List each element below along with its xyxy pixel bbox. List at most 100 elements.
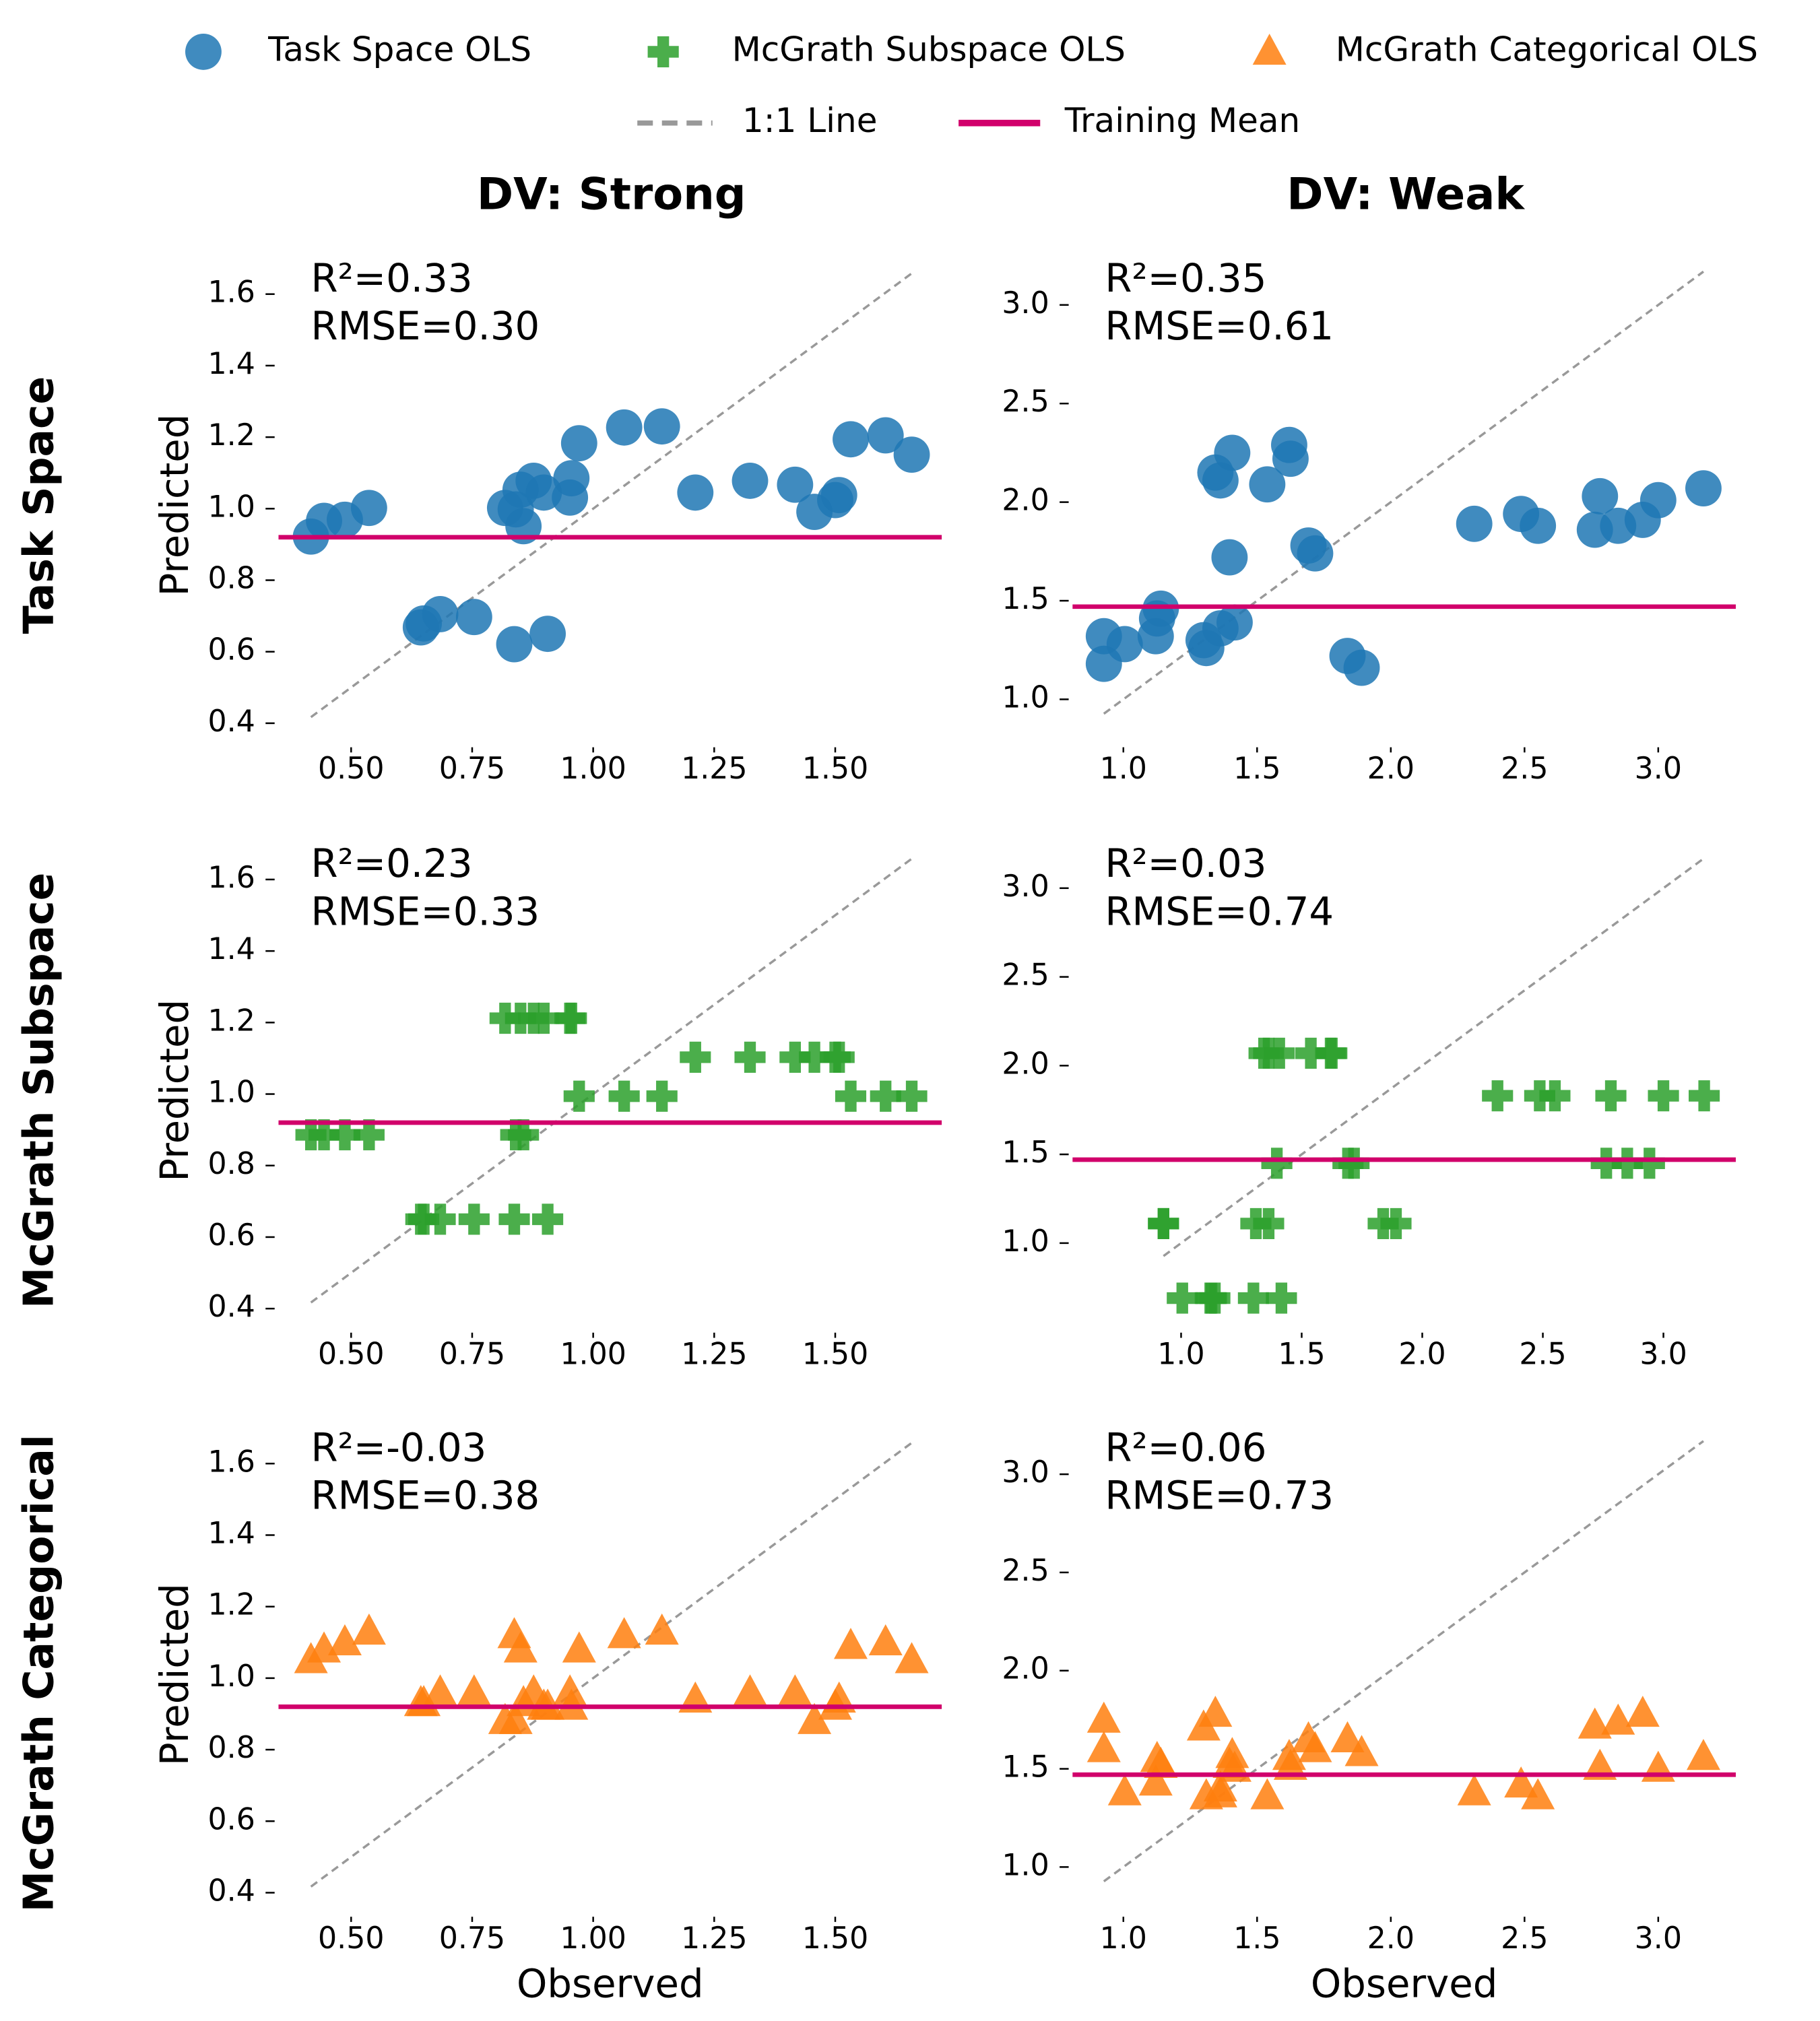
annotation: R²=0.03 [1105, 840, 1266, 886]
legend-label: McGrath Subspace OLS [732, 30, 1126, 69]
y-tick-label: 1.2 [208, 1588, 255, 1622]
point [820, 477, 857, 514]
y-tick-label: 3.0 [1002, 286, 1049, 321]
point [867, 417, 904, 454]
point [895, 1642, 929, 1674]
point [1298, 1731, 1332, 1762]
x-tick-label: 1.00 [560, 1921, 626, 1956]
point [1457, 1774, 1491, 1805]
point [732, 462, 769, 499]
point [607, 1617, 641, 1649]
x-tick-label: 0.75 [439, 1337, 505, 1371]
point [329, 1119, 361, 1151]
point [308, 1119, 340, 1151]
point [1199, 1282, 1231, 1314]
point [868, 1624, 903, 1656]
x-tick-label: 2.0 [1367, 1921, 1415, 1956]
point [1106, 626, 1143, 663]
x-tick-label: 1.00 [560, 1337, 626, 1371]
point [556, 1002, 587, 1034]
point [1380, 1207, 1412, 1239]
point [608, 1080, 640, 1112]
y-tick-label: 1.5 [1002, 582, 1049, 616]
point [1583, 1748, 1617, 1780]
y-tick-label: 0.8 [208, 562, 255, 596]
point [646, 1080, 678, 1112]
annotation: RMSE=0.74 [1105, 888, 1334, 934]
point [1590, 1148, 1622, 1179]
point [327, 1624, 362, 1656]
point [1266, 1282, 1297, 1314]
y-axis-label: Predicted [152, 999, 197, 1182]
x-tick-label: 0.75 [439, 1921, 505, 1956]
x-tick-label: 1.50 [802, 752, 868, 786]
point [833, 421, 869, 458]
point [1595, 1080, 1627, 1112]
point [1330, 1721, 1365, 1753]
point [554, 1688, 589, 1720]
legend-marker [647, 36, 679, 68]
legend-label: Task Space OLS [267, 30, 531, 69]
point [1264, 1037, 1295, 1069]
point [1521, 1778, 1555, 1810]
y-tick-label: 2.0 [1002, 1652, 1049, 1686]
point [1203, 1776, 1237, 1808]
point [1633, 1148, 1665, 1179]
point [1253, 1207, 1285, 1239]
y-tick-label: 2.0 [1002, 484, 1049, 518]
legend-marker [1252, 34, 1287, 65]
y-tick-label: 1.5 [1002, 1135, 1049, 1170]
point [896, 1080, 928, 1112]
point [1086, 1731, 1121, 1762]
y-tick-label: 3.0 [1002, 869, 1049, 904]
point [563, 1080, 595, 1112]
point [496, 626, 533, 663]
point [498, 1203, 530, 1235]
point [1601, 1703, 1635, 1735]
point [422, 596, 459, 632]
y-tick-label: 0.6 [208, 633, 255, 667]
point [680, 1041, 711, 1073]
point [1202, 462, 1239, 499]
point [1086, 1701, 1121, 1733]
point [1250, 1778, 1285, 1810]
column-title: DV: Strong [477, 168, 746, 220]
x-tick-label: 1.0 [1157, 1337, 1204, 1371]
legend-label: McGrath Categorical OLS [1336, 30, 1758, 69]
point [777, 466, 814, 503]
row-title: McGrath Subspace [15, 873, 63, 1308]
point [560, 425, 597, 462]
point [1295, 1037, 1327, 1069]
x-tick-label: 1.50 [802, 1921, 868, 1956]
x-tick-label: 2.5 [1519, 1337, 1566, 1371]
point [643, 408, 680, 445]
y-tick-label: 0.6 [208, 1802, 255, 1836]
y-tick-label: 1.2 [208, 1003, 255, 1038]
annotation: RMSE=0.61 [1105, 303, 1334, 349]
point [1611, 1148, 1643, 1179]
y-tick-label: 1.0 [208, 1075, 255, 1110]
point [870, 1080, 901, 1112]
y-tick-label: 1.6 [208, 1445, 255, 1479]
x-tick-label: 0.50 [318, 1921, 384, 1956]
y-tick-label: 1.4 [208, 932, 255, 966]
point [1214, 434, 1251, 471]
point [733, 1674, 767, 1706]
x-tick-label: 3.0 [1639, 1337, 1687, 1371]
y-tick-label: 0.4 [208, 704, 255, 739]
annotation: R²=0.33 [311, 255, 473, 301]
point [1648, 1080, 1679, 1112]
point [553, 460, 590, 497]
point [1273, 1748, 1307, 1780]
x-tick-label: 3.0 [1635, 752, 1682, 786]
point [503, 1631, 538, 1663]
point [532, 1203, 564, 1235]
annotation: RMSE=0.30 [311, 303, 540, 349]
identity-line [310, 857, 913, 1304]
x-tick-label: 1.0 [1100, 1921, 1147, 1956]
y-tick-label: 1.0 [208, 1659, 255, 1694]
point [423, 1674, 457, 1706]
point [498, 1702, 533, 1734]
y-tick-label: 2.5 [1002, 385, 1049, 419]
